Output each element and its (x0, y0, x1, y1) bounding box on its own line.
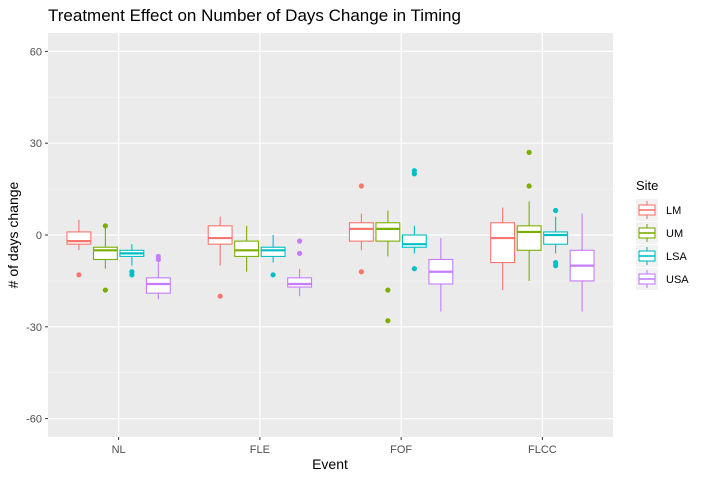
y-axis-title: # of days change (5, 181, 21, 288)
box-body (401, 234, 427, 248)
y-ticks: 60 30 0 -30 -60 (26, 46, 48, 426)
x-tick-label: NL (112, 444, 126, 456)
box-body (260, 246, 286, 257)
outlier-point (411, 168, 417, 174)
legend-title: Site (636, 178, 658, 193)
box-lsa (401, 168, 427, 272)
box-usa (287, 238, 313, 297)
outlier-point (526, 149, 532, 155)
box-lm (490, 207, 516, 291)
x-tick-label: FOF (390, 444, 412, 456)
y-tick-label: -60 (26, 414, 42, 426)
outlier-point (553, 263, 559, 269)
x-tick-label: FLCC (528, 444, 557, 456)
box-body (234, 240, 260, 257)
box-um (234, 225, 260, 272)
box-body (207, 225, 233, 245)
legend-label: USA (666, 274, 689, 286)
legend-item-lsa: LSA (636, 245, 687, 267)
outlier-point (526, 183, 532, 189)
box-lsa (260, 235, 286, 278)
legend-item-lm: LM (636, 199, 681, 221)
chart-title: Treatment Effect on Number of Days Chang… (48, 6, 461, 25)
box-usa (428, 238, 454, 312)
box-layer (66, 149, 595, 324)
box-body (348, 222, 374, 242)
y-tick-label: -30 (26, 322, 42, 334)
box-usa (145, 253, 171, 300)
box-usa (569, 213, 595, 312)
legend-item-um: UM (636, 222, 683, 244)
outlier-point (217, 293, 223, 299)
box-um (92, 223, 118, 293)
y-tick-label: 60 (30, 46, 42, 58)
legend-item-usa: USA (636, 268, 689, 290)
box-lm (207, 216, 233, 299)
x-tick-label: FLE (250, 444, 270, 456)
outlier-point (385, 287, 391, 293)
outlier-point (102, 287, 108, 293)
box-body (145, 277, 171, 294)
outlier-point (155, 256, 161, 263)
outlier-point (385, 318, 391, 324)
box-body (66, 231, 92, 245)
box-body (92, 246, 118, 261)
box-um (516, 149, 542, 281)
box-lm (66, 219, 92, 278)
box-um (375, 210, 401, 324)
box-body (490, 222, 516, 264)
y-tick-label: 0 (36, 230, 42, 242)
outlier-point (270, 272, 276, 278)
legend-label: UM (666, 228, 683, 240)
y-tick-label: 30 (30, 138, 42, 150)
box-body (375, 222, 401, 242)
box-lm (348, 183, 374, 275)
box-body (543, 231, 569, 245)
outlier-point (297, 250, 303, 256)
box-lsa (543, 207, 569, 269)
box-body (287, 277, 313, 288)
x-axis-title: Event (312, 456, 348, 472)
outlier-point (129, 272, 135, 278)
box-body (516, 225, 542, 251)
legend-label: LSA (666, 251, 687, 263)
outlier-point (102, 223, 108, 229)
outlier-point (358, 183, 364, 189)
x-ticks: NL FLE FOF FLCC (112, 437, 557, 456)
legend: Site LM UM LSA USA (636, 178, 689, 290)
outlier-point (76, 272, 82, 278)
legend-label: LM (666, 205, 681, 217)
outlier-point (553, 207, 559, 214)
outlier-point (358, 269, 364, 275)
outlier-point (411, 266, 417, 272)
box-lsa (119, 244, 145, 278)
outlier-point (297, 238, 303, 244)
